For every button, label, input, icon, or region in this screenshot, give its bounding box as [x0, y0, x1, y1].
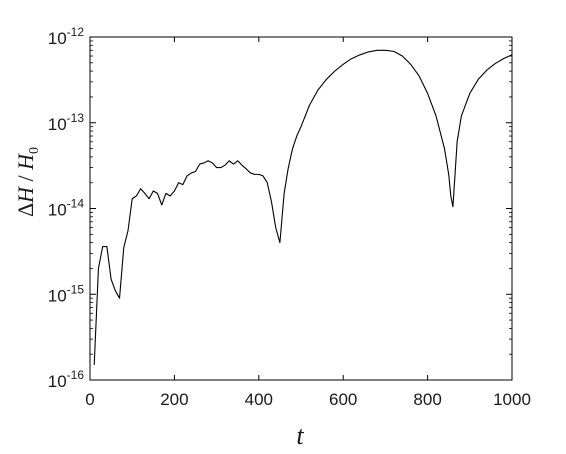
y-axis-label-group: ΔH / H0 — [13, 147, 42, 217]
y-axis-label-h: H — [13, 186, 38, 204]
series-line — [93, 49, 513, 365]
y-axis-label-subscript: 0 — [27, 147, 42, 154]
x-tick-label: 0 — [85, 390, 94, 409]
y-axis-label-delta: Δ — [13, 203, 38, 217]
x-axis-label: t — [296, 421, 304, 450]
y-axis-label-h0: H — [13, 153, 38, 171]
y-axis-label-slash: / — [13, 170, 38, 187]
x-axis-label-group: t — [296, 421, 304, 450]
x-tick-label: 1000 — [493, 390, 531, 409]
x-tick-label: 600 — [329, 390, 357, 409]
y-tick-label: 10-15 — [48, 282, 85, 305]
plot-area-frame — [89, 36, 513, 381]
x-tick-label: 200 — [160, 390, 188, 409]
y-tick-label: 10-16 — [48, 368, 85, 391]
y-axis-label: ΔH / H0 — [13, 147, 42, 217]
y-tick-label: 10-13 — [48, 111, 85, 134]
x-axis-ticks: 0 200 400 600 800 1000 — [85, 37, 531, 409]
x-tick-label: 800 — [413, 390, 441, 409]
y-tick-label: 10-12 — [48, 25, 85, 48]
y-axis-ticks: 10-16 10-15 10-14 10-13 10-12 — [48, 25, 512, 391]
y-tick-label: 10-14 — [48, 197, 85, 220]
x-tick-label: 400 — [245, 390, 273, 409]
